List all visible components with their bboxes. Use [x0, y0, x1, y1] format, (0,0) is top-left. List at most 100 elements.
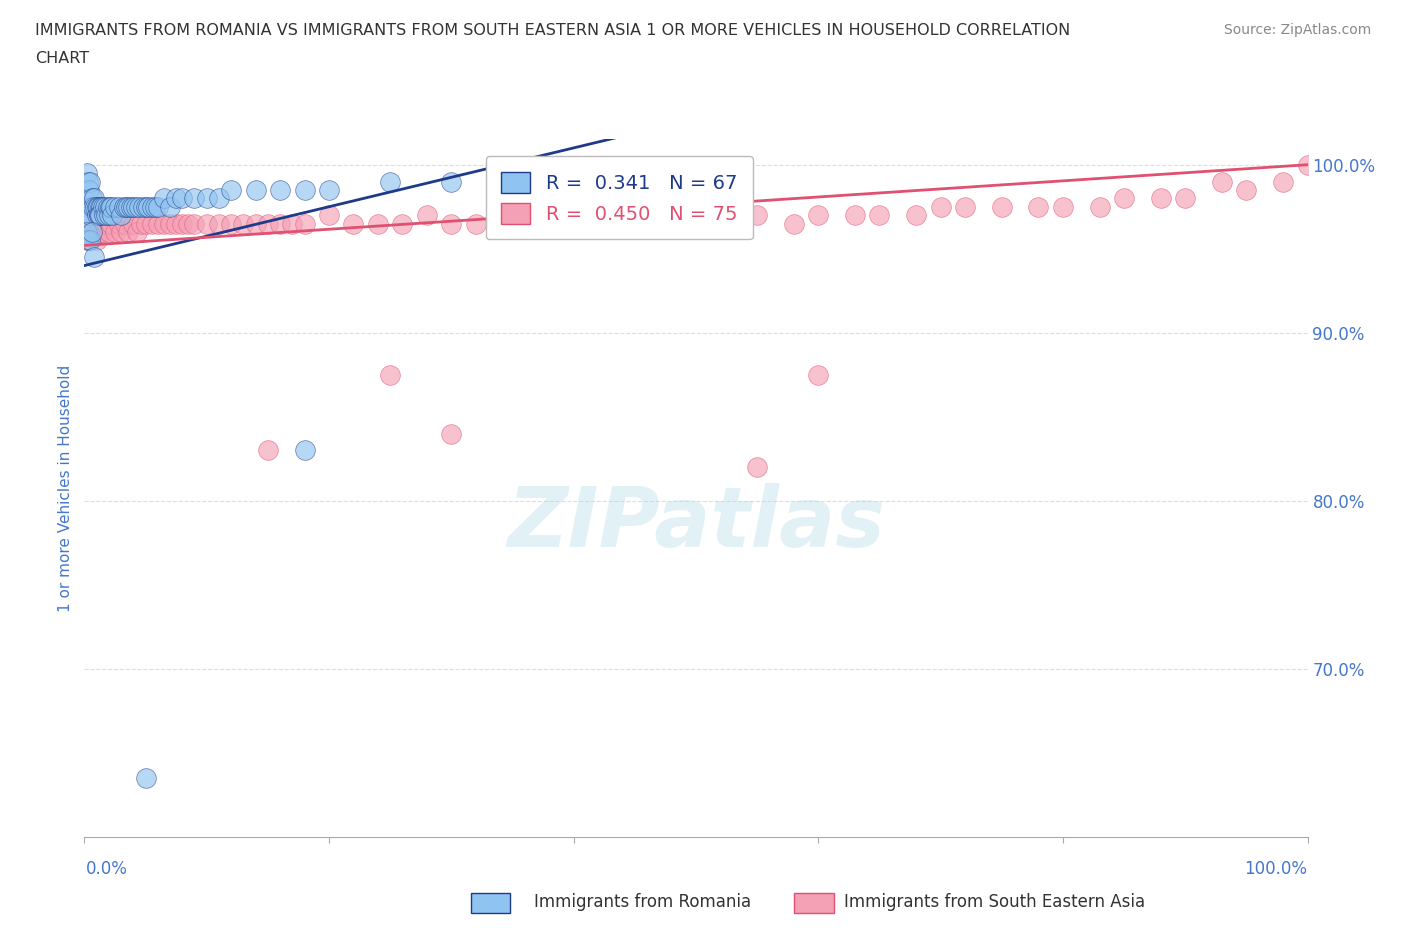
Point [89, 207, 111, 222]
Text: 0.0%: 0.0% [86, 860, 128, 878]
Point [501, 166, 523, 180]
Point [464, 216, 486, 231]
Point [380, 367, 402, 382]
Point [172, 191, 194, 206]
Point [83, 250, 105, 265]
Point [159, 199, 181, 214]
Point [136, 199, 159, 214]
Point [562, 216, 585, 231]
Point [91, 199, 114, 214]
Point [245, 182, 267, 197]
Point [76, 166, 98, 180]
Point [135, 199, 157, 214]
Point [117, 224, 139, 239]
Point [153, 191, 176, 206]
Point [122, 216, 145, 231]
Point [93, 207, 115, 222]
Point [721, 216, 744, 231]
Point [120, 199, 142, 214]
Point [153, 216, 176, 231]
Point [77, 199, 100, 214]
Point [104, 199, 127, 214]
Point [159, 216, 181, 231]
Text: CHART: CHART [35, 51, 89, 66]
Point [135, 216, 157, 231]
Point [79, 207, 101, 222]
Point [129, 216, 152, 231]
Point [391, 216, 413, 231]
Point [367, 216, 389, 231]
Point [97, 224, 120, 239]
Point [257, 443, 280, 458]
Point [318, 182, 340, 197]
Text: Immigrants from South Eastern Asia: Immigrants from South Eastern Asia [844, 893, 1144, 911]
Point [747, 459, 769, 474]
Point [342, 216, 364, 231]
Point [269, 182, 291, 197]
Point [747, 207, 769, 222]
Point [661, 216, 683, 231]
Text: IMMIGRANTS FROM ROMANIA VS IMMIGRANTS FROM SOUTH EASTERN ASIA 1 OR MORE VEHICLES: IMMIGRANTS FROM ROMANIA VS IMMIGRANTS FR… [35, 23, 1070, 38]
Point [294, 216, 316, 231]
Point [87, 207, 110, 222]
Point [100, 216, 122, 231]
Point [1234, 182, 1257, 197]
Point [87, 199, 110, 214]
Point [1296, 157, 1319, 172]
Point [107, 216, 129, 231]
Point [112, 199, 135, 214]
Point [1211, 174, 1233, 189]
Point [586, 216, 609, 231]
Point [440, 216, 463, 231]
Point [183, 191, 205, 206]
Point [245, 216, 267, 231]
Point [929, 199, 952, 214]
Point [77, 207, 100, 222]
Point [128, 199, 150, 214]
Point [177, 216, 200, 231]
Point [122, 199, 145, 214]
Text: ZIPatlas: ZIPatlas [508, 483, 884, 564]
Point [905, 207, 928, 222]
Point [77, 232, 100, 247]
Text: 100.0%: 100.0% [1244, 860, 1308, 878]
Point [232, 216, 254, 231]
Point [807, 207, 830, 222]
Point [783, 216, 806, 231]
Text: Immigrants from Romania: Immigrants from Romania [534, 893, 751, 911]
Point [82, 199, 104, 214]
Point [110, 207, 132, 222]
Point [115, 199, 138, 214]
Point [107, 199, 129, 214]
Point [104, 224, 127, 239]
Point [513, 216, 536, 231]
Legend: R =  0.341   N = 67, R =  0.450   N = 75: R = 0.341 N = 67, R = 0.450 N = 75 [485, 156, 752, 239]
Point [80, 199, 103, 214]
Point [97, 207, 120, 222]
Point [143, 199, 166, 214]
Point [114, 216, 136, 231]
Point [80, 224, 103, 239]
Text: Source: ZipAtlas.com: Source: ZipAtlas.com [1223, 23, 1371, 37]
Point [96, 207, 118, 222]
Point [132, 199, 155, 214]
Point [1052, 199, 1074, 214]
Point [538, 216, 561, 231]
Point [94, 199, 117, 214]
Point [294, 182, 316, 197]
Point [76, 232, 98, 247]
Point [183, 216, 205, 231]
Point [86, 232, 108, 247]
Point [1272, 174, 1295, 189]
Point [86, 207, 108, 222]
Point [195, 191, 218, 206]
Point [77, 182, 100, 197]
Point [281, 216, 304, 231]
Point [98, 199, 121, 214]
Point [91, 224, 114, 239]
Point [87, 207, 110, 222]
Point [294, 443, 316, 458]
Point [76, 224, 98, 239]
Point [440, 174, 463, 189]
Point [79, 174, 101, 189]
